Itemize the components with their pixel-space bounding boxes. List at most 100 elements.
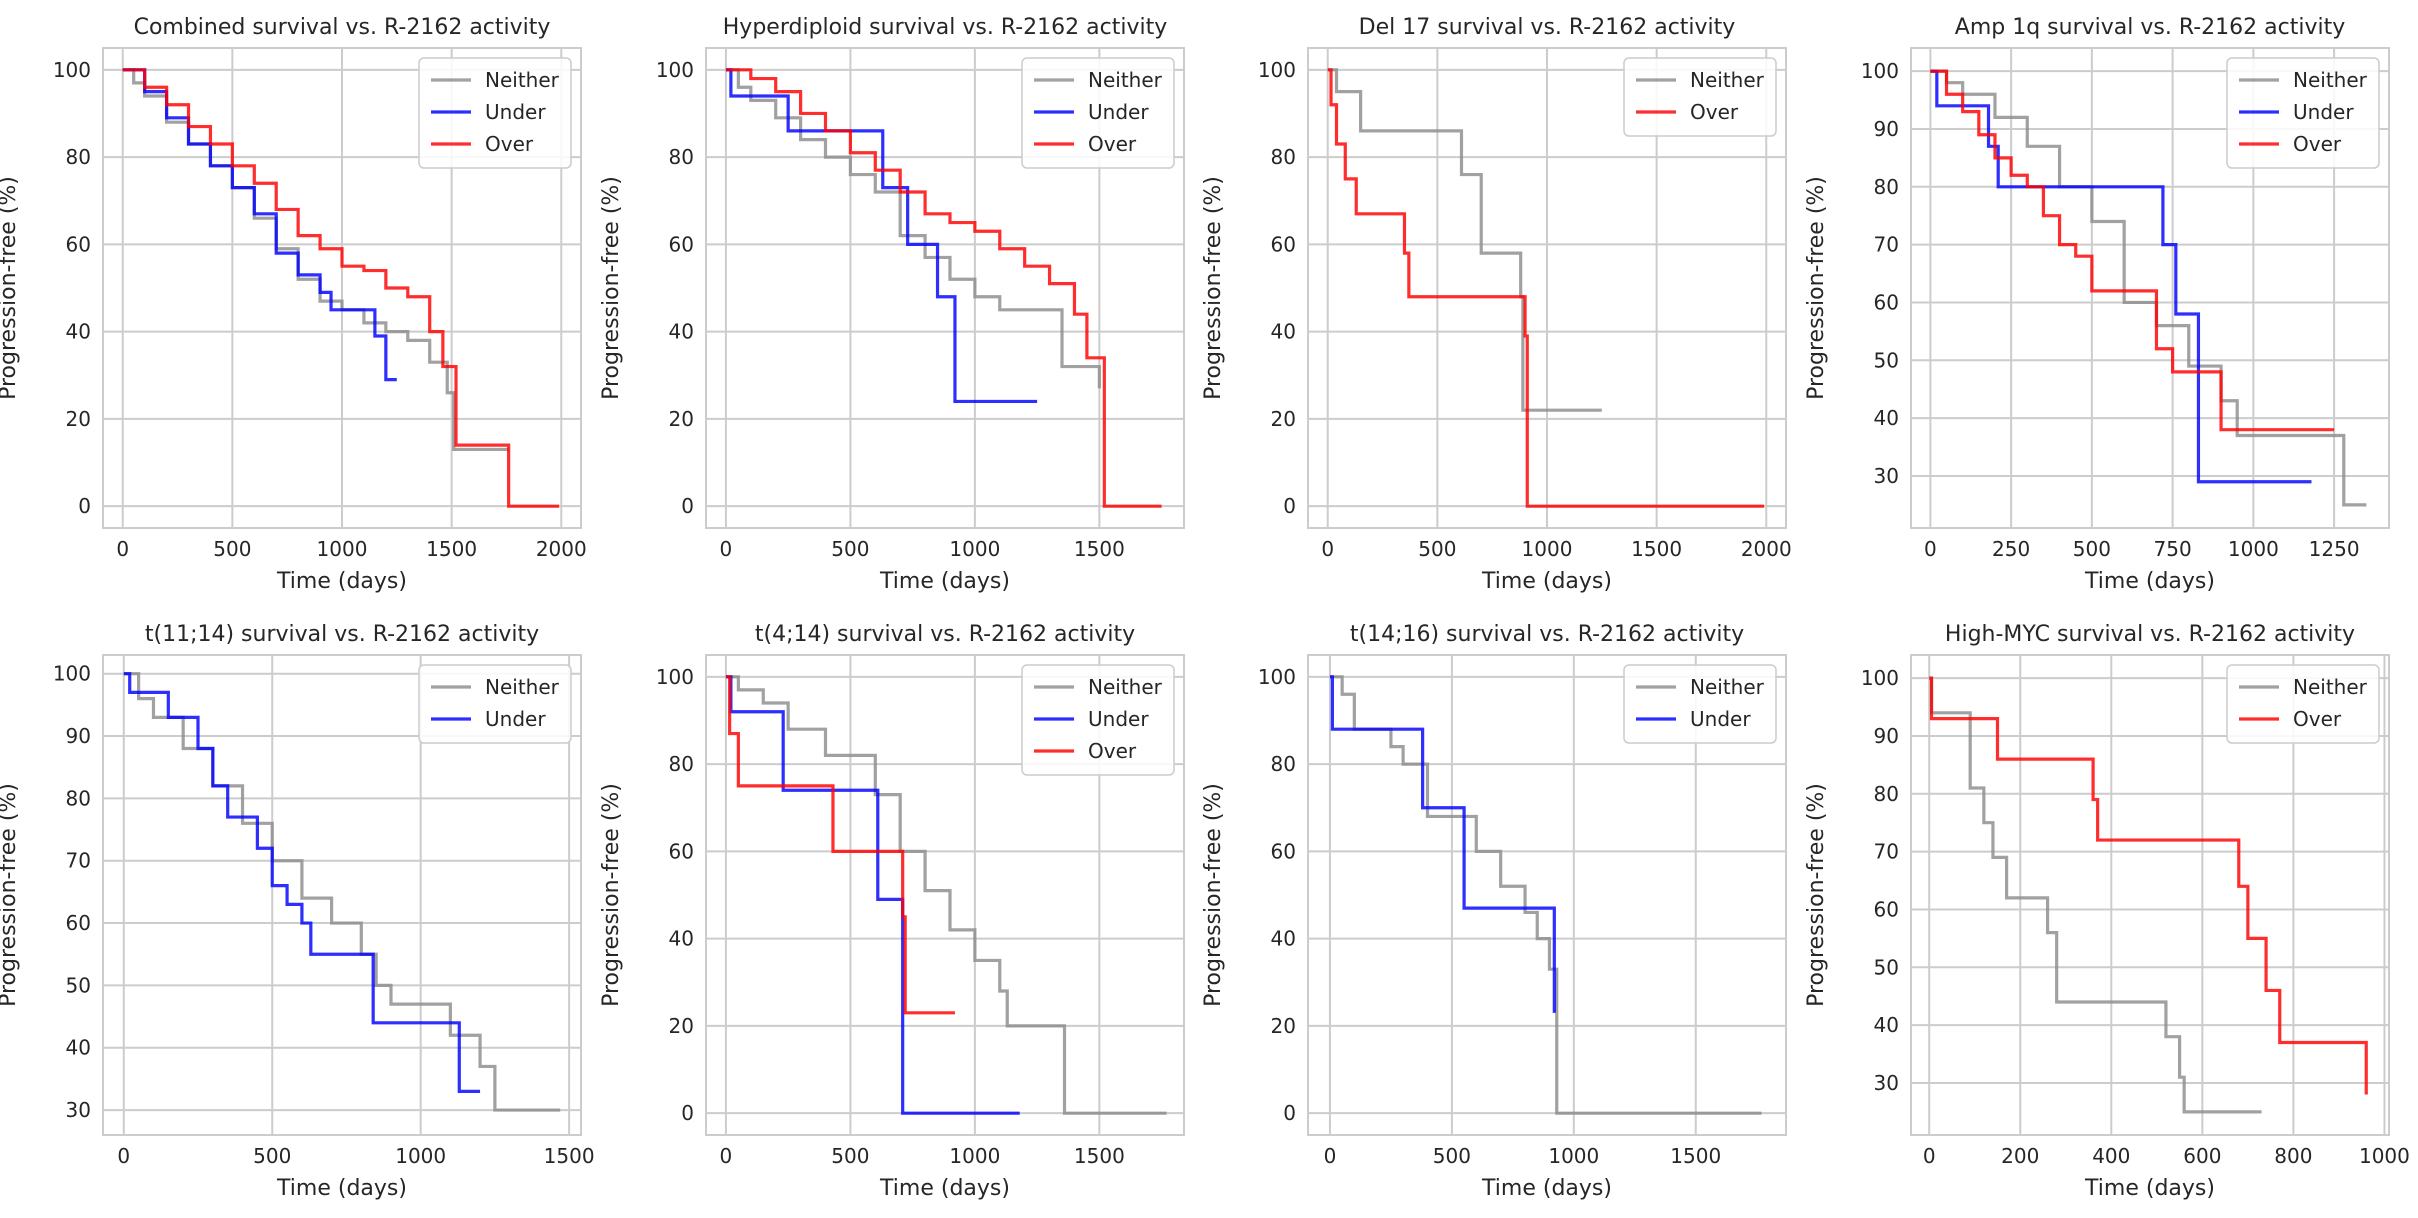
y-tick-label: 90 [1874,724,1899,748]
legend-box [2226,664,2380,744]
series-line-under [122,68,397,382]
y-tick-label: 40 [1271,927,1296,951]
x-axis-label: Time (days) [879,1176,1010,1201]
y-tick-label: 40 [669,320,694,344]
x-tick-label: 1500 [1631,537,1682,561]
x-axis-label: Time (days) [2084,1176,2215,1201]
y-tick-label: 40 [66,1036,91,1060]
legend-label: Neither [1690,675,1765,699]
legend: Neither Under Over [2226,57,2380,169]
x-tick-label: 0 [720,537,733,561]
chart-title: Del 17 survival vs. R-2162 activity [1359,15,1736,40]
legend-label: Under [1088,100,1149,124]
x-tick-label: 500 [213,537,251,561]
series-line-neither [1929,676,2262,1114]
series-line-over [1327,68,1765,508]
chart-title: Amp 1q survival vs. R-2162 activity [1955,15,2345,40]
x-tick-label: 500 [831,537,869,561]
y-axis-label: Progression-free (%) [599,176,624,400]
legend-label: Over [1088,132,1137,156]
y-tick-label: 80 [66,786,91,810]
y-tick-label: 60 [1874,290,1899,314]
legend: Neither Under [418,664,572,744]
legend-label: Over [2293,707,2342,731]
x-tick-label: 1500 [426,537,477,561]
series-line-over [725,68,1162,508]
x-tick-label: 600 [2183,1144,2221,1168]
legend-label: Under [2293,100,2354,124]
series-line-under [725,68,1038,404]
chart-title: t(11;14) survival vs. R-2162 activity [145,622,539,647]
y-tick-label: 100 [1258,58,1296,82]
legend-box [1021,664,1175,776]
y-tick-label: 30 [1874,1071,1899,1095]
legend-box [1623,664,1777,744]
series-line-over [725,675,955,1015]
x-tick-label: 500 [831,1144,869,1168]
y-axis-label: Progression-free (%) [1201,176,1226,400]
x-tick-label: 250 [1992,537,2030,561]
legend-label: Neither [485,675,560,699]
x-tick-label: 1500 [1074,537,1125,561]
x-tick-label: 1000 [317,537,368,561]
x-tick-label: 0 [1924,537,1937,561]
legend-box [418,664,572,744]
chart-panel-5: 0 500 1000 1500 30 40 50 60 70 80 90 100 t(11;14) su… [0,622,595,1201]
y-tick-label: 60 [669,839,694,863]
y-tick-label: 60 [669,232,694,256]
x-tick-label: 1000 [1522,537,1573,561]
legend-label: Neither [2293,675,2368,699]
x-tick-label: 1500 [1670,1144,1721,1168]
legend-label: Under [1690,707,1751,731]
x-axis-label: Time (days) [276,569,407,594]
x-tick-label: 1000 [2359,1144,2410,1168]
y-tick-label: 0 [1283,1101,1296,1125]
y-tick-label: 0 [681,1101,694,1125]
y-tick-label: 80 [669,752,694,776]
chart-title: t(14;16) survival vs. R-2162 activity [1350,622,1744,647]
y-tick-label: 40 [1874,1013,1899,1037]
y-axis-label: Progression-free (%) [1201,783,1226,1007]
x-tick-label: 0 [116,537,129,561]
legend: Neither Under Over [418,57,572,169]
y-tick-label: 80 [1271,145,1296,169]
x-tick-label: 0 [1324,1144,1337,1168]
y-tick-label: 80 [66,145,91,169]
y-tick-label: 0 [1283,494,1296,518]
series-line-over [1929,676,2368,1095]
y-tick-label: 100 [1258,665,1296,689]
legend-label: Under [1088,707,1149,731]
y-tick-label: 80 [1271,752,1296,776]
series-line-under [123,672,481,1093]
y-tick-label: 60 [1271,839,1296,863]
y-tick-label: 80 [669,145,694,169]
y-axis-label: Progression-free (%) [1804,783,1829,1007]
x-tick-label: 0 [1321,537,1334,561]
legend-label: Neither [485,68,560,92]
y-tick-label: 0 [78,494,91,518]
legend-label: Over [1088,739,1137,763]
y-tick-label: 90 [66,724,91,748]
series-line-over [122,68,560,508]
y-tick-label: 80 [1874,782,1899,806]
series-line-neither [1327,68,1602,412]
y-tick-label: 50 [1874,348,1899,372]
chart-title: Combined survival vs. R-2162 activity [134,15,551,40]
legend-label: Neither [1690,68,1765,92]
y-tick-label: 60 [66,911,91,935]
x-axis-label: Time (days) [1481,1176,1612,1201]
x-tick-label: 1000 [2228,537,2279,561]
y-tick-label: 50 [1874,955,1899,979]
legend-box [1021,57,1175,169]
y-tick-label: 80 [1874,175,1899,199]
x-axis-label: Time (days) [879,569,1010,594]
y-tick-label: 100 [53,58,91,82]
plot-frame [102,47,582,529]
x-tick-label: 0 [1923,1144,1936,1168]
legend-box [2226,57,2380,169]
legend-label: Neither [2293,68,2368,92]
plot-frame [705,47,1185,529]
y-tick-label: 100 [656,58,694,82]
series-line-over [1930,69,2335,432]
legend-label: Neither [1088,68,1163,92]
